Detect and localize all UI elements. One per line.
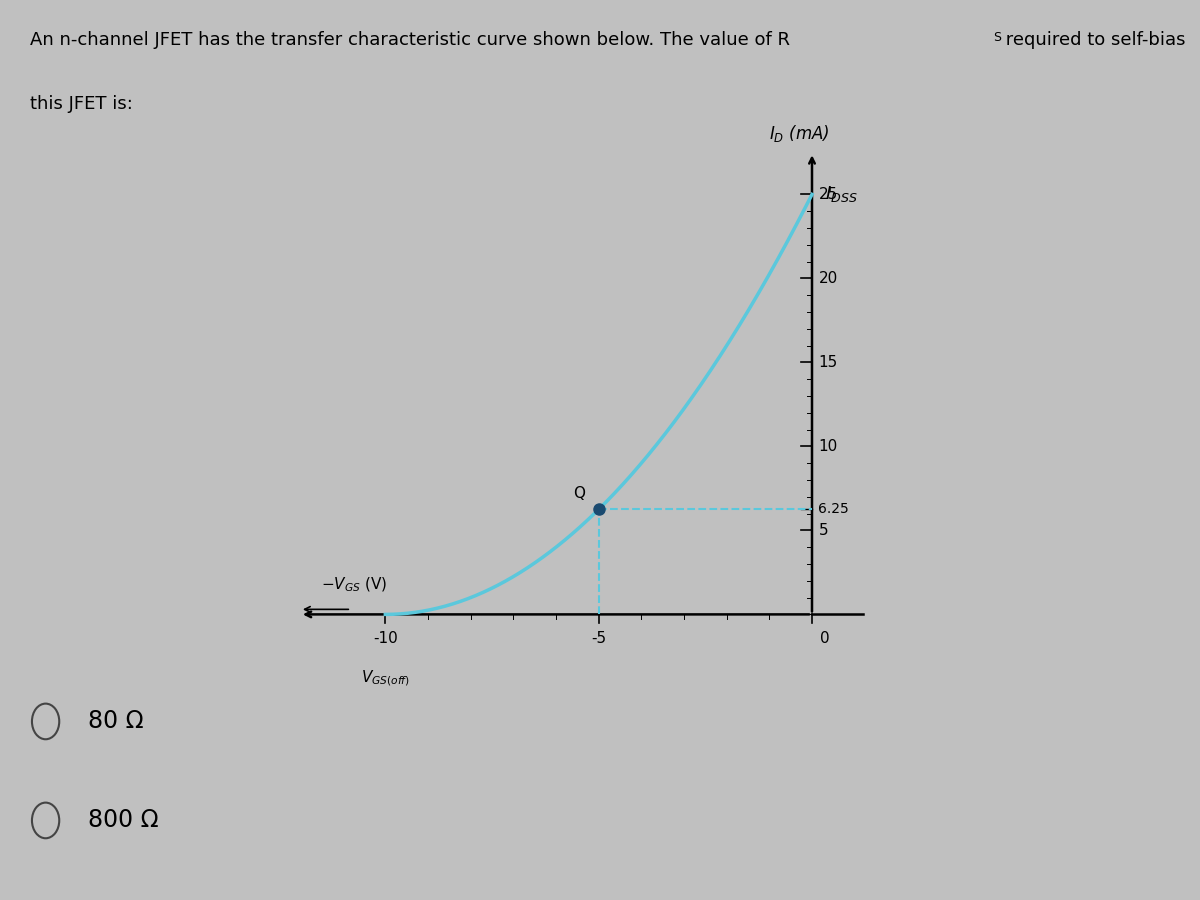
Text: 15: 15 — [818, 355, 838, 370]
Text: 10: 10 — [818, 439, 838, 454]
Text: S: S — [992, 31, 1001, 43]
Text: -5: -5 — [592, 631, 606, 646]
Text: $V_{GS(off)}$: $V_{GS(off)}$ — [361, 668, 410, 688]
Text: 25: 25 — [818, 187, 838, 202]
Text: 5: 5 — [818, 523, 828, 538]
Text: 0: 0 — [820, 631, 829, 646]
Text: $-V_{GS}$ (V): $-V_{GS}$ (V) — [322, 576, 388, 594]
Text: 800 Ω: 800 Ω — [88, 808, 158, 833]
Text: this JFET is:: this JFET is: — [30, 95, 132, 113]
Text: An n-channel JFET has the transfer characteristic curve shown below. The value o: An n-channel JFET has the transfer chara… — [30, 31, 790, 49]
Text: -10: -10 — [373, 631, 397, 646]
Text: 6.25: 6.25 — [818, 502, 850, 517]
Text: 80 Ω: 80 Ω — [88, 709, 143, 734]
Text: Q: Q — [574, 486, 586, 500]
Text: $I_{DSS}$: $I_{DSS}$ — [824, 184, 858, 204]
Text: $I_D$ (mA): $I_D$ (mA) — [769, 123, 829, 144]
Text: required to self-bias: required to self-bias — [1000, 31, 1186, 49]
Text: 20: 20 — [818, 271, 838, 286]
